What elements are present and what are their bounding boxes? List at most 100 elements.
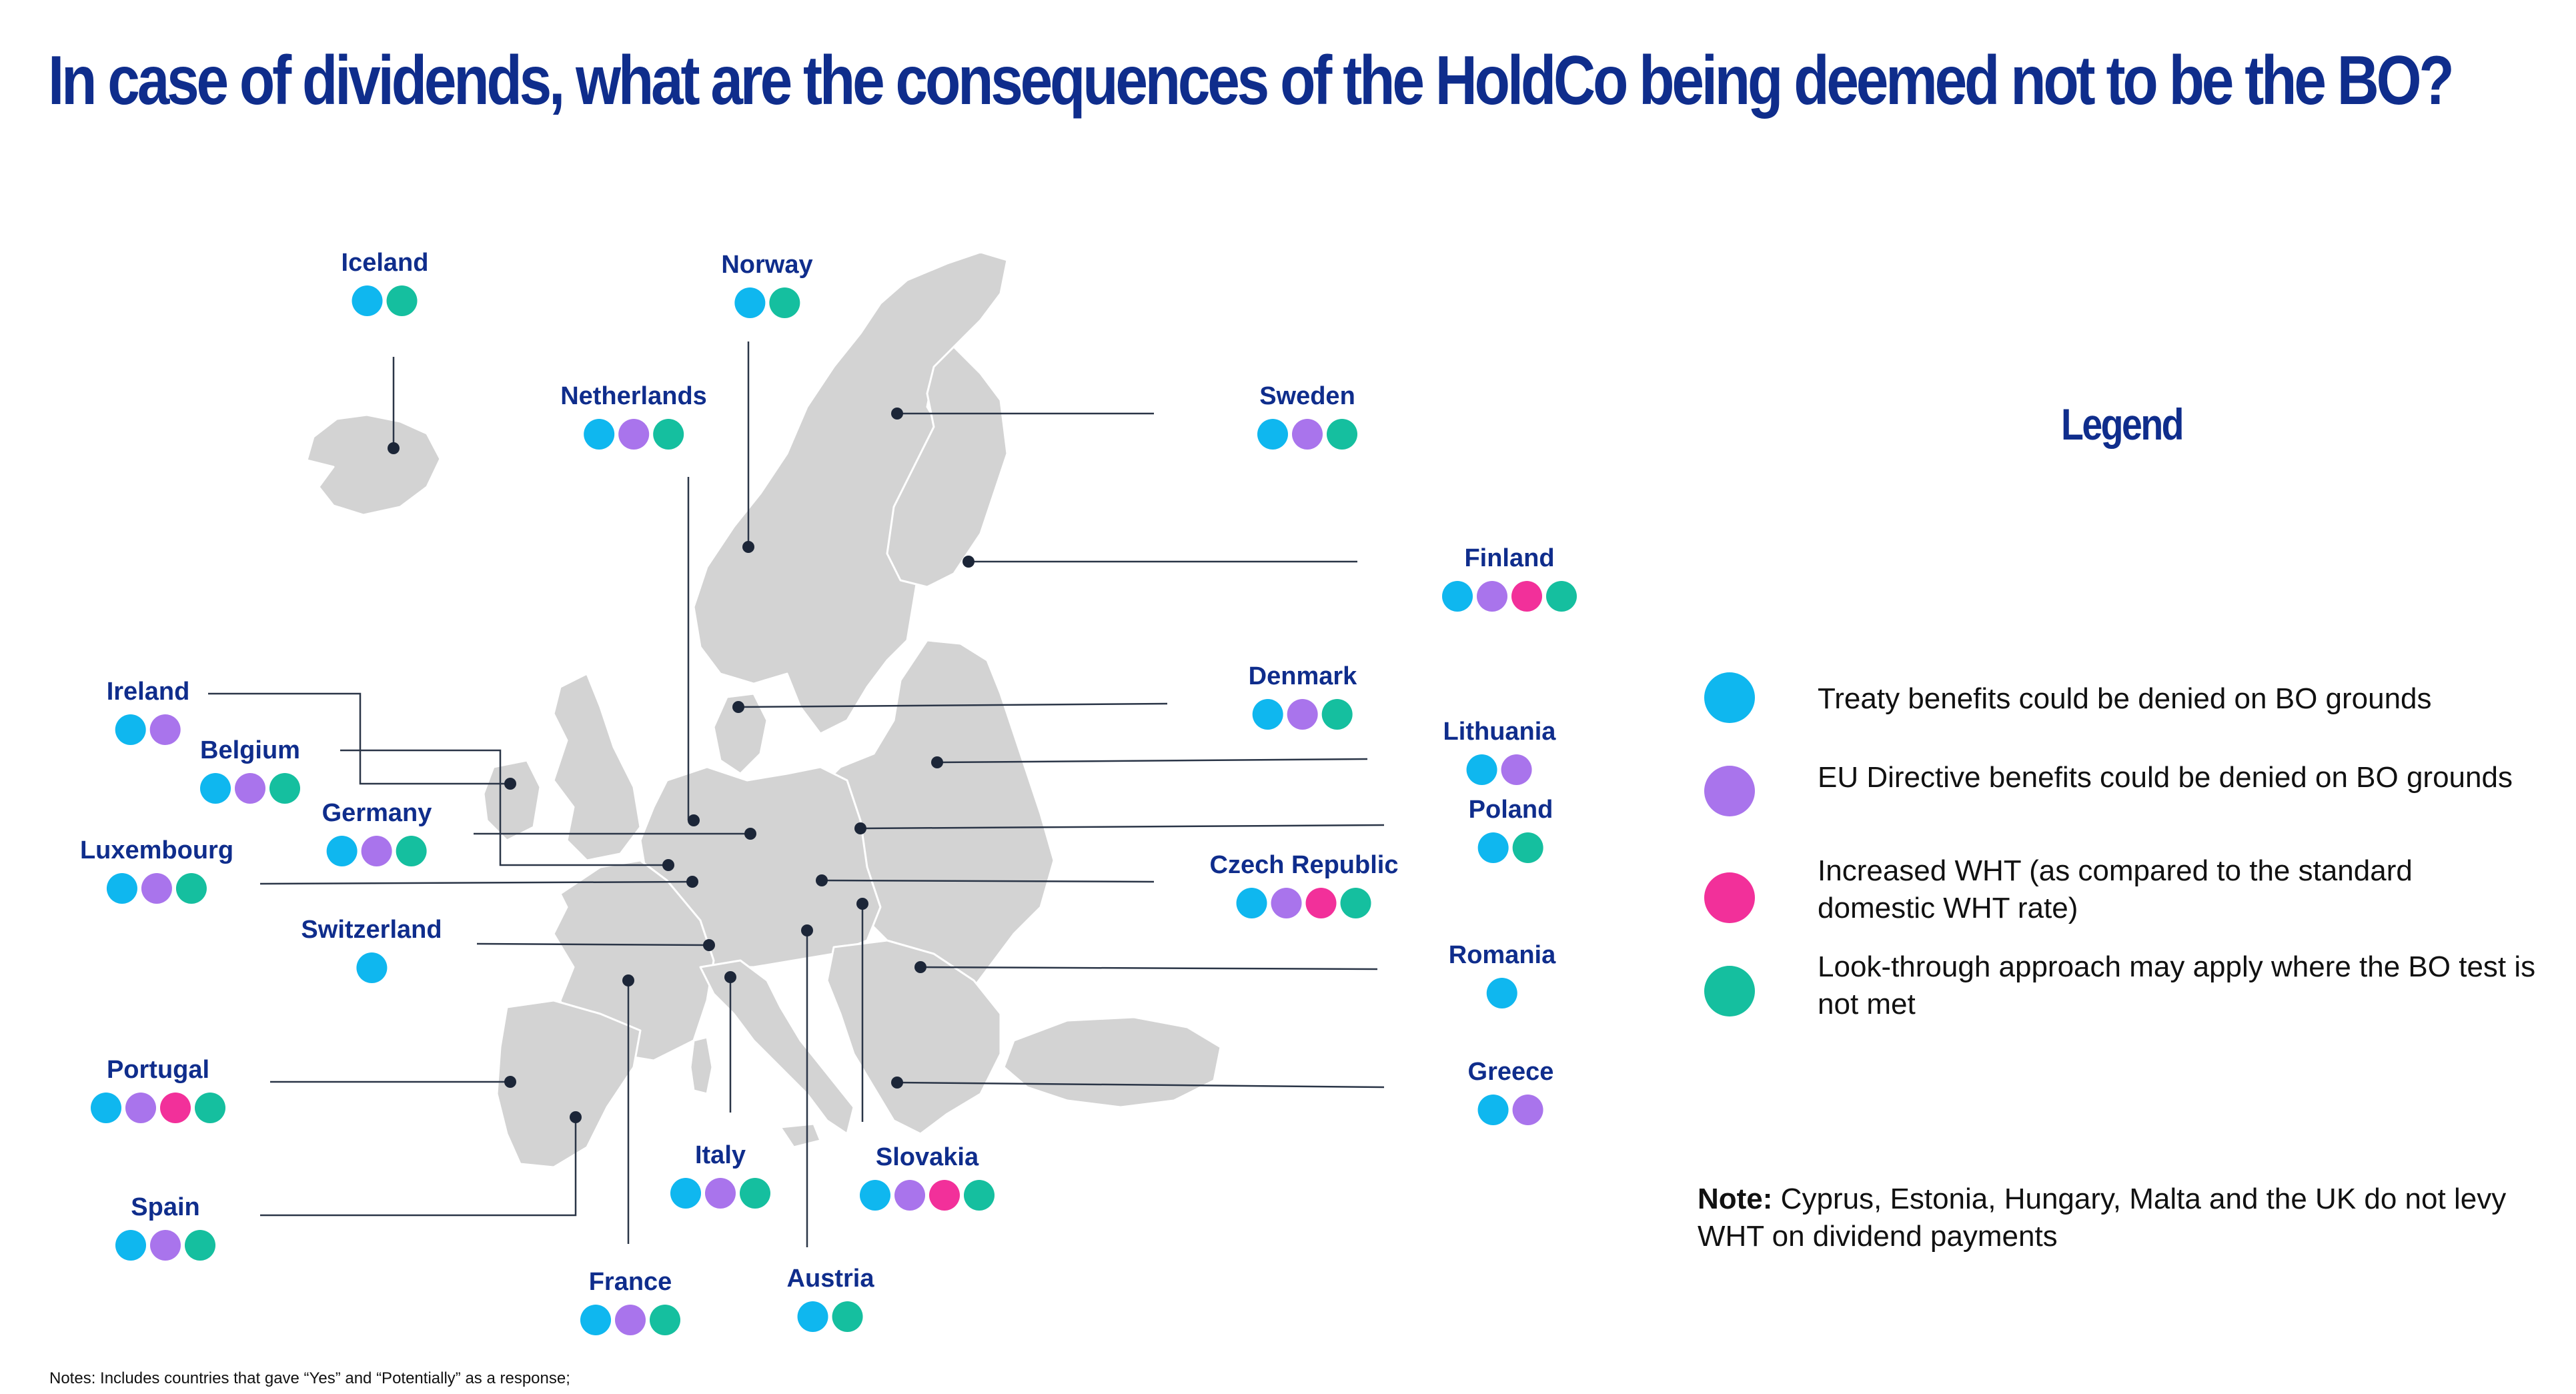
- directive-marker: [362, 836, 392, 866]
- country-name: Switzerland: [301, 916, 442, 944]
- directive-marker: [615, 1305, 646, 1335]
- great-britain-shape: [552, 672, 642, 862]
- country-name: Sweden: [1259, 382, 1355, 410]
- footnote: Notes: Includes countries that gave “Yes…: [49, 1369, 570, 1387]
- leader-luxembourg: [259, 880, 693, 885]
- lookthrough-marker: [386, 285, 418, 316]
- pin-lithuania: [931, 756, 943, 768]
- pin-romania: [914, 961, 926, 973]
- lookthrough-marker: [195, 1093, 225, 1123]
- legend-label: Increased WHT (as compared to the standa…: [1818, 854, 2413, 924]
- marker-dots: [115, 1230, 215, 1261]
- marker-dots: [200, 773, 300, 804]
- treaty-marker: [584, 419, 614, 450]
- marker-dots: [721, 287, 812, 318]
- treaty-marker: [1442, 581, 1473, 612]
- lookthrough-marker: [650, 1305, 680, 1335]
- marker-dots: [1468, 1095, 1554, 1125]
- country-iceland: Iceland: [342, 248, 429, 316]
- lookthrough-marker: [1546, 581, 1577, 612]
- leader-greece: [896, 1081, 1385, 1089]
- treaty-marker: [1486, 978, 1517, 1008]
- country-name: Spain: [131, 1193, 200, 1221]
- leader-spain: [260, 1117, 577, 1217]
- pin-finland: [962, 556, 975, 568]
- pin-switzerland: [703, 939, 715, 951]
- treaty-marker: [1236, 888, 1267, 918]
- pin-czech: [816, 874, 828, 886]
- pin-iceland: [388, 442, 400, 454]
- leader-belgium: [340, 749, 667, 866]
- marker-dots: [301, 952, 442, 983]
- directive-marker: [1271, 888, 1302, 918]
- treaty-marker: [107, 873, 137, 904]
- treaty-marker: [1252, 699, 1283, 730]
- country-austria: Austria: [787, 1264, 874, 1332]
- pin-austria: [801, 924, 813, 936]
- legend-marker: [1704, 872, 1755, 923]
- marker-dots: [1469, 832, 1553, 863]
- directive-marker: [125, 1093, 156, 1123]
- directive-marker: [141, 873, 172, 904]
- lookthrough-marker: [176, 873, 207, 904]
- directive-marker: [894, 1180, 925, 1211]
- lookthrough-marker: [1327, 419, 1357, 450]
- leader-poland: [860, 824, 1385, 830]
- marker-dots: [1442, 581, 1577, 612]
- country-name: Romania: [1448, 941, 1556, 969]
- leader-ireland: [208, 692, 515, 785]
- legend-marker: [1704, 966, 1755, 1016]
- country-name: Portugal: [106, 1056, 210, 1084]
- directive-marker: [1501, 754, 1532, 785]
- pin-ireland: [504, 778, 516, 790]
- ireland-shape: [482, 759, 542, 842]
- directive-marker: [149, 714, 181, 745]
- country-name: Slovakia: [875, 1143, 979, 1171]
- country-spain: Spain: [115, 1193, 215, 1261]
- marker-dots: [580, 1305, 680, 1335]
- lookthrough-marker: [769, 287, 800, 318]
- marker-dots: [1443, 754, 1556, 785]
- country-luxembourg: Luxembourg: [80, 836, 233, 904]
- marker-dots: [80, 873, 233, 904]
- sardinia-shape: [689, 1036, 714, 1095]
- treaty-marker: [356, 952, 387, 983]
- country-name: Ireland: [106, 678, 190, 706]
- marker-dots: [1257, 419, 1357, 450]
- directive-marker: [618, 419, 649, 450]
- wht-marker: [160, 1093, 191, 1123]
- marker-dots: [670, 1178, 770, 1209]
- directive-marker: [235, 773, 265, 804]
- treaty-marker: [797, 1301, 828, 1332]
- pin-spain: [570, 1111, 582, 1123]
- marker-dots: [91, 1093, 225, 1123]
- country-name: Belgium: [200, 736, 300, 764]
- france-shape: [552, 859, 715, 1062]
- sicily-shape: [779, 1123, 822, 1149]
- directive-marker: [1477, 581, 1507, 612]
- country-name: Luxembourg: [79, 836, 234, 864]
- marker-dots: [560, 419, 707, 450]
- lookthrough-marker: [964, 1180, 995, 1211]
- leader-switzerland: [476, 942, 710, 946]
- treaty-marker: [352, 285, 383, 316]
- country-name: Czech Republic: [1209, 851, 1399, 879]
- country-belgium: Belgium: [200, 736, 300, 804]
- country-name: Netherlands: [560, 382, 707, 410]
- lookthrough-marker: [832, 1301, 863, 1332]
- treaty-marker: [1477, 1095, 1509, 1125]
- pin-germany: [744, 828, 756, 840]
- pin-portugal: [504, 1076, 516, 1088]
- treaty-marker: [327, 836, 358, 866]
- pin-netherlands: [688, 814, 700, 826]
- marker-dots: [1249, 699, 1357, 730]
- legend-title: Legend: [2061, 400, 2184, 449]
- legend-marker: [1704, 766, 1755, 816]
- page-title: In case of dividends, what are the conse…: [48, 42, 2455, 119]
- directive-marker: [1292, 419, 1323, 450]
- marker-dots: [342, 285, 429, 316]
- country-name: France: [588, 1268, 672, 1296]
- lookthrough-marker: [1340, 888, 1371, 918]
- country-czech-republic: Czech Republic: [1209, 850, 1399, 918]
